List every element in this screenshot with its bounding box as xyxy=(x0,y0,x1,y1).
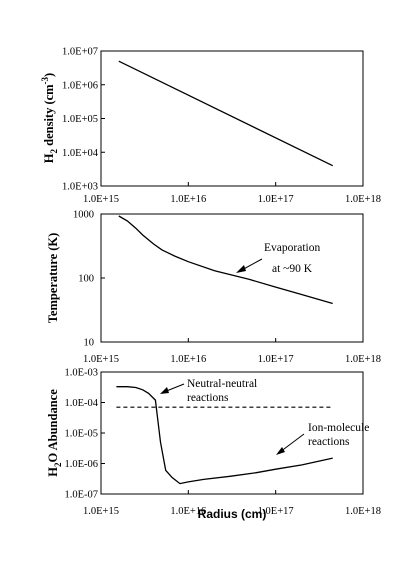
x-tick-label: 1.0E+18 xyxy=(345,354,381,365)
x-tick-label: 1.0E+16 xyxy=(170,194,206,205)
y-tick-label: 1.0E+07 xyxy=(62,47,98,58)
x-tick-label: 1.0E+17 xyxy=(258,194,294,205)
y-axis-label: H2 density (cm-3) xyxy=(40,73,59,163)
y-axis-label: Temperature (K) xyxy=(46,233,60,324)
y-tick-label: 1.0E-07 xyxy=(64,490,98,501)
arrow-ion-molecule xyxy=(276,433,305,455)
annotation-evaporation: Evaporation xyxy=(264,242,320,254)
arrow-evaporation xyxy=(236,258,263,273)
panel-h2-density: 1.0E+07 1.0E+06 1.0E+05 1.0E+04 1.0E+03 1.0E… xyxy=(40,47,381,206)
y-tick-label: 10 xyxy=(84,338,95,349)
annotation-neutral-neutral: Neutral-neutral xyxy=(187,378,257,390)
series-line xyxy=(118,60,333,167)
annotation-ion-molecule: Ion-molecule xyxy=(308,422,369,434)
y-tick-label: 1.0E-06 xyxy=(64,459,98,470)
y-axis-label: H2O Abundance xyxy=(46,389,63,477)
x-tick-label: 1.0E+16 xyxy=(170,354,206,365)
arrow-neutral-neutral xyxy=(160,383,185,394)
x-tick-label: 1.0E+16 xyxy=(170,506,206,517)
x-tick-label: 1.0E+18 xyxy=(345,194,381,205)
annotation-ion-reactions: reactions xyxy=(308,436,350,448)
annotation-evaporation-temp: at ~90 K xyxy=(272,263,313,275)
x-tick-label: 1.0E+17 xyxy=(258,506,294,517)
x-tick-label: 1.0E+15 xyxy=(83,194,119,205)
series-line xyxy=(118,215,333,305)
y-tick-label: 1000 xyxy=(73,210,94,221)
y-tick-label: 1.0E+06 xyxy=(62,80,98,91)
y-tick-label: 1.0E+04 xyxy=(62,148,99,159)
panel-temperature: 1000 100 10 1.0E+15 1.0E+16 1.0E+17 1.0E+18 T… xyxy=(46,210,381,366)
panel-h2o-abundance: 1.0E-03 1.0E-04 1.0E-05 1.0E-06 1.0E-07 1.0E… xyxy=(46,368,381,522)
y-tick-label: 100 xyxy=(78,274,94,285)
y-tick-label: 1.0E-04 xyxy=(64,398,98,409)
x-tick-label: 1.0E+15 xyxy=(83,354,119,365)
y-tick-label: 1.0E+03 xyxy=(62,182,98,193)
y-tick-label: 1.0E-05 xyxy=(64,429,98,440)
x-axis-label: Radius (cm) xyxy=(198,507,267,521)
x-tick-label: 1.0E+15 xyxy=(83,506,119,517)
series-line xyxy=(116,386,333,485)
x-tick-label: 1.0E+17 xyxy=(258,354,294,365)
annotation-neutral-reactions: reactions xyxy=(187,392,229,404)
y-tick-label: 1.0E+05 xyxy=(62,114,98,125)
x-tick-label: 1.0E+18 xyxy=(345,506,381,517)
y-tick-label: 1.0E-03 xyxy=(64,368,98,379)
